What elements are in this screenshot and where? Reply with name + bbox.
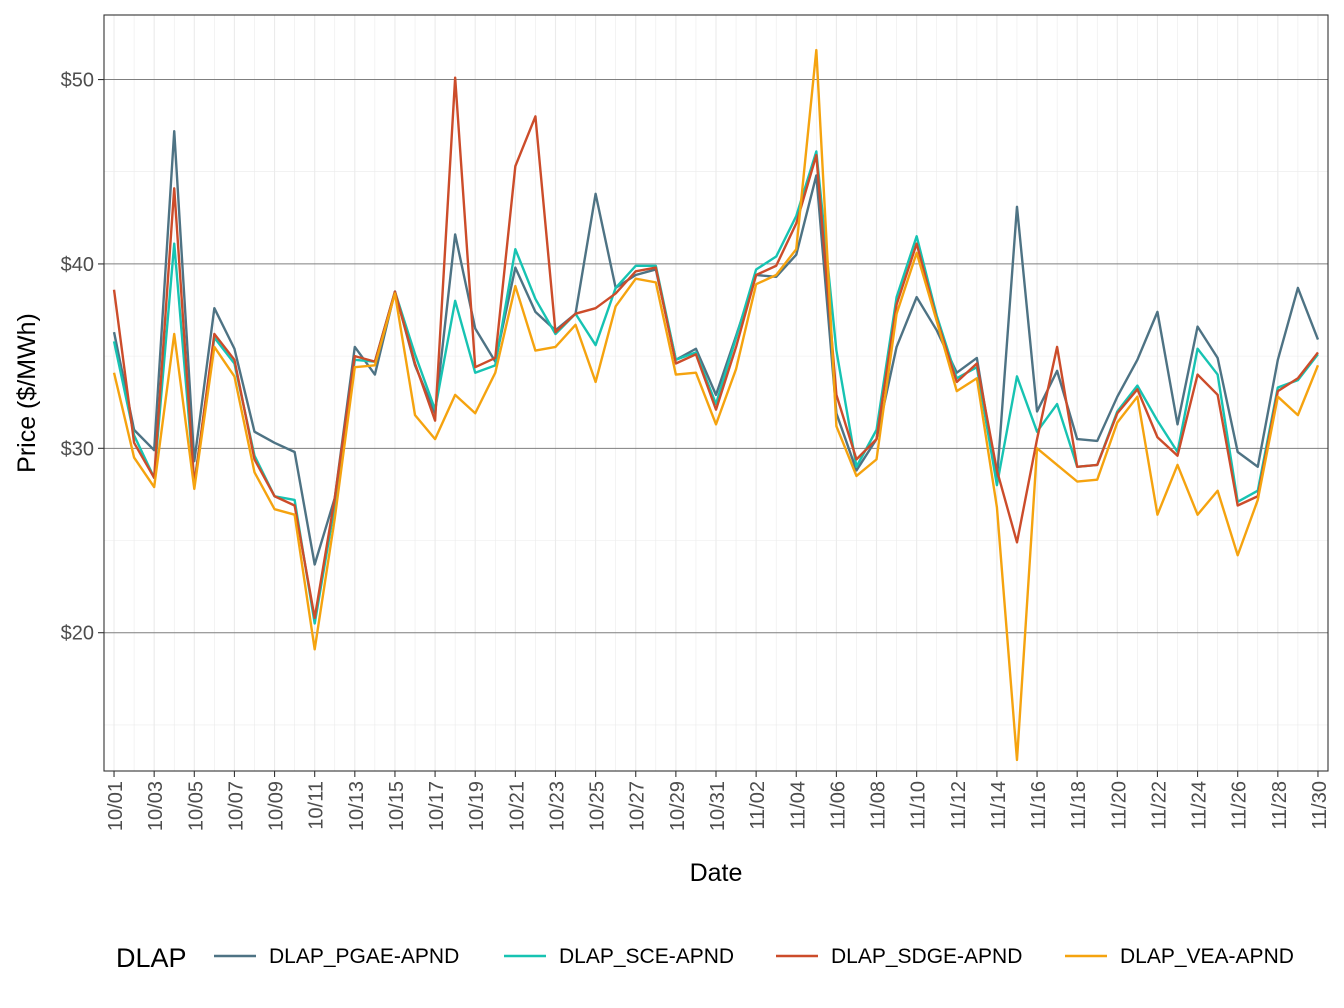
x-tick-label: 10/15 (386, 781, 408, 831)
x-tick-label: 11/26 (1229, 781, 1251, 830)
x-tick-label: 10/27 (627, 781, 649, 831)
minor-gridlines (104, 15, 1328, 771)
series-lines (112, 48, 1320, 762)
x-axis-title: Date (690, 859, 743, 887)
x-tick-label: 11/16 (1028, 781, 1050, 830)
x-tick-label: 10/05 (185, 781, 207, 831)
x-tick-label: 11/24 (1189, 781, 1211, 830)
major-gridlines (104, 15, 1328, 771)
x-tick-label: 10/11 (306, 781, 328, 830)
x-tick-label: 11/20 (1108, 781, 1130, 830)
x-tick-label: 10/19 (466, 781, 488, 831)
x-tick-label: 10/17 (426, 781, 448, 831)
x-tick-label: 11/02 (747, 781, 769, 830)
x-tick-label: 11/18 (1068, 781, 1090, 830)
series-line-2 (112, 76, 1319, 620)
y-axis: $20 $30 $40 $50 (61, 70, 104, 645)
x-tick-label: 11/04 (787, 781, 809, 830)
x-tick-label: 11/06 (827, 781, 849, 830)
y-tick-label: $20 (61, 623, 94, 645)
x-tick-label: 10/25 (587, 781, 609, 831)
legend-title: DLAP (116, 943, 187, 973)
x-tick-label: 11/08 (868, 781, 890, 830)
x-tick-label: 10/03 (145, 781, 167, 831)
legend: DLAP DLAP_PGAE-APND DLAP_SCE-APND DLAP_SDG… (116, 943, 1294, 973)
series-line-0 (112, 129, 1320, 566)
x-tick-label: 11/10 (908, 781, 930, 830)
x-tick-label: 11/28 (1269, 781, 1291, 830)
x-tick-label: 10/21 (506, 781, 528, 831)
x-tick-label: 11/14 (988, 781, 1010, 830)
x-tick-label: 10/31 (707, 781, 729, 831)
series-line-3 (112, 48, 1320, 762)
y-tick-label: $50 (61, 70, 94, 92)
x-tick-label: 10/07 (225, 781, 247, 831)
legend-items: DLAP_PGAE-APND DLAP_SCE-APND DLAP_SDGE-APN… (214, 945, 1294, 968)
x-tick-label: 11/22 (1148, 781, 1170, 830)
y-tick-label: $40 (61, 254, 94, 276)
x-tick-label: 11/12 (948, 781, 970, 830)
x-tick-label: 10/13 (346, 781, 368, 831)
legend-label-1: DLAP_SCE-APND (559, 945, 734, 968)
plot-panel (103, 14, 1329, 772)
y-tick-label: $30 (61, 438, 94, 460)
legend-label-2: DLAP_SDGE-APND (831, 945, 1022, 968)
x-tick-label: 10/23 (546, 781, 568, 831)
y-axis-title: Price ($/MWh) (13, 313, 41, 473)
x-axis: 10/01 10/03 10/05 10/07 10/09 10/11 10/13 10/15… (105, 771, 1331, 831)
x-tick-label: 10/29 (667, 781, 689, 831)
legend-label-0: DLAP_PGAE-APND (269, 945, 459, 968)
x-tick-label: 10/01 (105, 781, 127, 831)
legend-label-3: DLAP_VEA-APND (1120, 945, 1294, 968)
x-tick-label: 10/09 (266, 781, 288, 831)
x-tick-label: 11/30 (1309, 781, 1331, 830)
